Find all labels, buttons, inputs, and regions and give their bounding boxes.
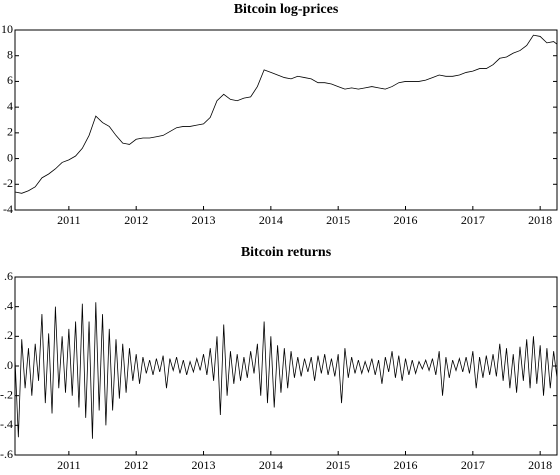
x-tick-label: 2012 — [124, 213, 148, 227]
y-tick-label: -4 — [3, 202, 13, 216]
x-tick-label: 2016 — [394, 458, 418, 472]
x-tick-label: 2017 — [461, 213, 485, 227]
x-tick-label: 2017 — [461, 458, 485, 472]
price-line — [14, 34, 558, 194]
y-tick-label: 0 — [7, 150, 13, 164]
y-tick-label: .6 — [4, 269, 13, 283]
chart-title: Bitcoin log-prices — [234, 2, 339, 17]
y-tick-label: -.6 — [0, 447, 13, 461]
x-tick-label: 2018 — [528, 458, 552, 472]
x-tick-label: 2014 — [259, 213, 283, 227]
x-tick-label: 2018 — [528, 213, 552, 227]
x-tick-label: 2015 — [326, 213, 350, 227]
x-tick-label: 2016 — [394, 213, 418, 227]
y-tick-label: 4 — [7, 99, 13, 113]
y-tick-label: .0 — [4, 358, 13, 372]
y-tick-label: .2 — [4, 328, 13, 342]
x-tick-label: 2012 — [124, 458, 148, 472]
x-tick-label: 2011 — [57, 458, 81, 472]
y-tick-label: .4 — [4, 298, 13, 312]
x-tick-label: 2013 — [192, 213, 216, 227]
y-tick-label: -.2 — [0, 387, 13, 401]
y-tick-label: 8 — [7, 47, 13, 61]
y-tick-label: -2 — [3, 176, 13, 190]
y-tick-label: 6 — [7, 73, 13, 87]
y-tick-label: 10 — [1, 22, 13, 36]
y-tick-label: 2 — [7, 125, 13, 139]
x-tick-label: 2015 — [326, 458, 350, 472]
x-tick-label: 2011 — [57, 213, 81, 227]
x-tick-label: 2014 — [259, 458, 283, 472]
plot-frame — [14, 29, 558, 211]
chart-title: Bitcoin returns — [241, 245, 332, 260]
price-line — [14, 302, 558, 439]
x-tick-label: 2013 — [192, 458, 216, 472]
y-tick-label: -.4 — [0, 417, 13, 431]
